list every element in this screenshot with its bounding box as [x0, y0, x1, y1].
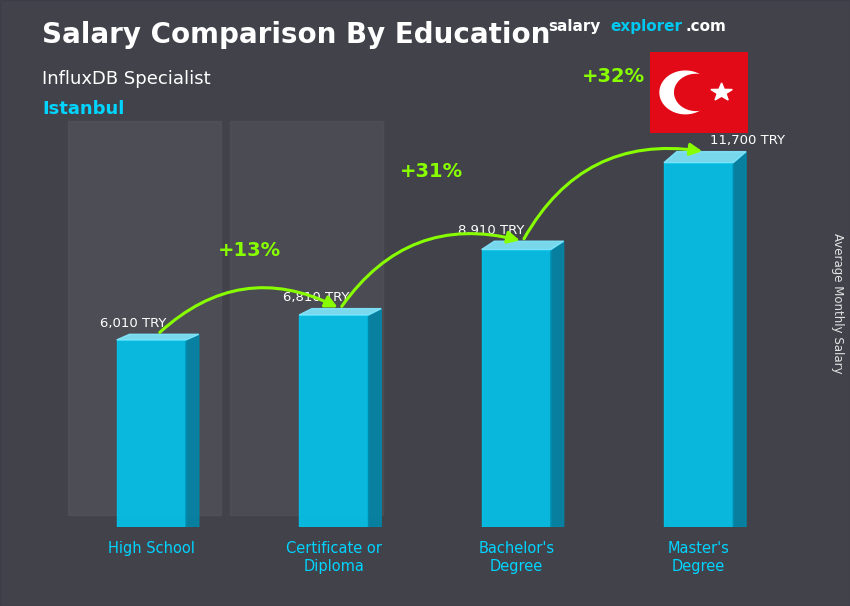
Polygon shape	[551, 241, 564, 527]
Text: +31%: +31%	[400, 162, 463, 181]
Text: +13%: +13%	[218, 241, 280, 261]
Polygon shape	[116, 335, 199, 340]
Bar	[116, 340, 186, 527]
Text: .com: .com	[685, 19, 726, 35]
Polygon shape	[186, 335, 199, 527]
FancyArrowPatch shape	[342, 232, 517, 307]
Text: 11,700 TRY: 11,700 TRY	[710, 135, 785, 147]
Text: Average Monthly Salary: Average Monthly Salary	[830, 233, 844, 373]
Text: salary: salary	[548, 19, 601, 35]
Polygon shape	[482, 241, 564, 250]
Polygon shape	[299, 308, 381, 315]
Text: 6,810 TRY: 6,810 TRY	[283, 291, 349, 304]
Bar	[230, 121, 382, 515]
Text: Istanbul: Istanbul	[42, 100, 125, 118]
Text: explorer: explorer	[610, 19, 683, 35]
Bar	[68, 121, 221, 515]
Polygon shape	[368, 308, 381, 527]
FancyArrowPatch shape	[524, 144, 699, 239]
Bar	[299, 315, 368, 527]
Bar	[482, 250, 551, 527]
Polygon shape	[660, 71, 711, 114]
Bar	[664, 162, 734, 527]
Polygon shape	[675, 75, 717, 110]
Text: 8,910 TRY: 8,910 TRY	[458, 224, 524, 237]
FancyBboxPatch shape	[649, 51, 749, 134]
Text: +32%: +32%	[582, 67, 645, 86]
Text: 6,010 TRY: 6,010 TRY	[100, 317, 167, 330]
Polygon shape	[711, 83, 733, 100]
Polygon shape	[664, 152, 746, 162]
FancyArrowPatch shape	[160, 288, 335, 333]
Polygon shape	[734, 152, 746, 527]
Text: Salary Comparison By Education: Salary Comparison By Education	[42, 21, 551, 49]
Text: InfluxDB Specialist: InfluxDB Specialist	[42, 70, 211, 88]
